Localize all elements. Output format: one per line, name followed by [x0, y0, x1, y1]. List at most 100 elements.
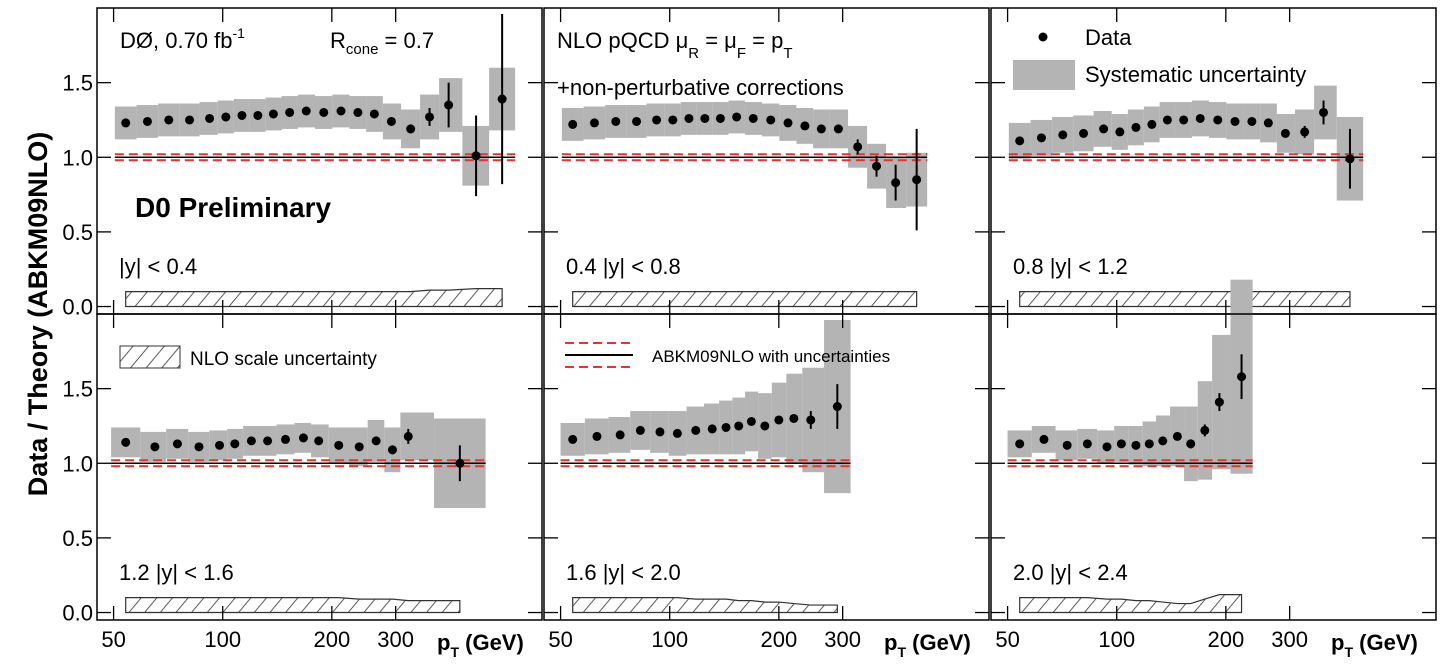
y-tick-label: 1.5	[62, 71, 93, 96]
y-tick-label: 1.0	[62, 145, 93, 170]
data-point	[872, 161, 882, 171]
panel: 0.8 |y| < 1.2	[990, 7, 1437, 315]
data-point	[1186, 439, 1196, 449]
nlo-subscript: T	[783, 45, 792, 62]
data-point	[444, 100, 454, 110]
data-point	[760, 421, 770, 431]
data-point	[833, 124, 843, 134]
data-point	[1230, 116, 1240, 126]
y-tick-label: 0.0	[62, 295, 93, 320]
data-point	[1099, 124, 1109, 134]
data-point	[205, 113, 215, 123]
data-point	[592, 431, 602, 441]
scale-uncertainty-band	[125, 288, 503, 308]
data-point	[611, 116, 621, 126]
panel-label: 2.0 |y| < 2.4	[1013, 560, 1128, 585]
data-point	[263, 436, 273, 446]
data-point	[142, 116, 152, 126]
data-point	[336, 106, 346, 116]
x-axis-label: pT (GeV)	[437, 630, 524, 660]
data-point	[194, 442, 204, 452]
panel-frame	[990, 313, 1437, 621]
legend-theory-label: ABKM09NLO with uncertainties	[652, 347, 890, 366]
data-point	[1319, 107, 1329, 117]
scale-uncertainty-band	[1019, 594, 1243, 614]
panel-label: 0.8 |y| < 1.2	[1013, 254, 1128, 279]
data-point	[783, 118, 793, 128]
lumi-exponent: -1	[233, 25, 246, 41]
nlo-text: = p	[746, 28, 783, 53]
rcone-subscript: cone	[346, 41, 379, 58]
data-point	[371, 436, 381, 446]
data-point	[246, 436, 256, 446]
y-tick-label: 1.0	[62, 451, 93, 476]
legend-data-marker	[1038, 32, 1048, 42]
x-tick-label: 300	[377, 627, 414, 652]
data-point	[1179, 115, 1189, 125]
data-point	[1062, 440, 1072, 450]
data-point	[353, 107, 363, 117]
x-tick-label: 200	[760, 627, 797, 652]
data-point	[280, 434, 290, 444]
panel: 0.4 |y| < 0.8	[543, 7, 990, 315]
data-point	[721, 422, 731, 432]
x-axis-label-part: T	[450, 644, 459, 660]
panel-label: |y| < 0.4	[119, 254, 197, 279]
data-point	[707, 424, 717, 434]
x-axis-label-part: T	[1344, 644, 1353, 660]
data-point	[734, 421, 744, 431]
data-point	[185, 115, 195, 125]
data-point	[632, 116, 642, 126]
data-point	[832, 402, 842, 412]
data-point	[386, 116, 396, 126]
data-point	[1015, 136, 1025, 146]
x-tick-label: 100	[204, 627, 241, 652]
panel-frame	[543, 313, 990, 621]
data-point	[354, 442, 364, 452]
data-point	[1144, 439, 1154, 449]
x-tick-label: 50	[548, 627, 572, 652]
nlo-annotation: NLO pQCD μR = μF = pT	[557, 28, 793, 62]
data-point	[314, 436, 324, 446]
data-point	[1195, 113, 1205, 123]
x-tick-label: 200	[313, 627, 350, 652]
nlo-subscript: R	[688, 45, 699, 62]
data-point	[655, 427, 665, 437]
x-axis-label-part: (GeV)	[1353, 630, 1418, 655]
data-point	[1214, 397, 1224, 407]
lumi-text: DØ, 0.70 fb	[120, 28, 233, 53]
legend-scale-swatch	[119, 345, 181, 369]
rcone-annotation: Rcone = 0.7	[330, 28, 434, 58]
nlo-text: NLO pQCD μ	[557, 28, 688, 53]
x-tick-label: 100	[1098, 627, 1135, 652]
x-axis-label-part: p	[1331, 630, 1344, 655]
data-point	[221, 112, 231, 122]
data-point	[1200, 425, 1210, 435]
y-tick-label: 1.5	[62, 377, 93, 402]
x-axis-label-part: (GeV)	[459, 630, 524, 655]
data-point	[912, 175, 922, 185]
data-point	[369, 109, 379, 119]
data-point	[1115, 127, 1125, 137]
nlo-subscript: F	[737, 45, 746, 62]
data-point	[1300, 127, 1310, 137]
legend-systematic-swatch	[1013, 60, 1075, 90]
data-point	[1036, 133, 1046, 143]
data-point	[319, 107, 329, 117]
data-point	[1116, 439, 1126, 449]
data-point	[568, 119, 578, 129]
data-point	[301, 106, 311, 116]
x-axis-label-part: T	[897, 644, 906, 660]
data-point	[732, 112, 742, 122]
data-point	[652, 115, 662, 125]
x-axis-label-part: p	[437, 630, 450, 655]
data-point	[455, 458, 465, 468]
data-point	[766, 115, 776, 125]
data-point	[1079, 128, 1089, 138]
data-point	[1082, 439, 1092, 449]
data-point	[1162, 115, 1172, 125]
x-tick-label: 300	[1271, 627, 1308, 652]
scale-uncertainty-band	[125, 597, 461, 614]
data-point	[1345, 154, 1355, 164]
